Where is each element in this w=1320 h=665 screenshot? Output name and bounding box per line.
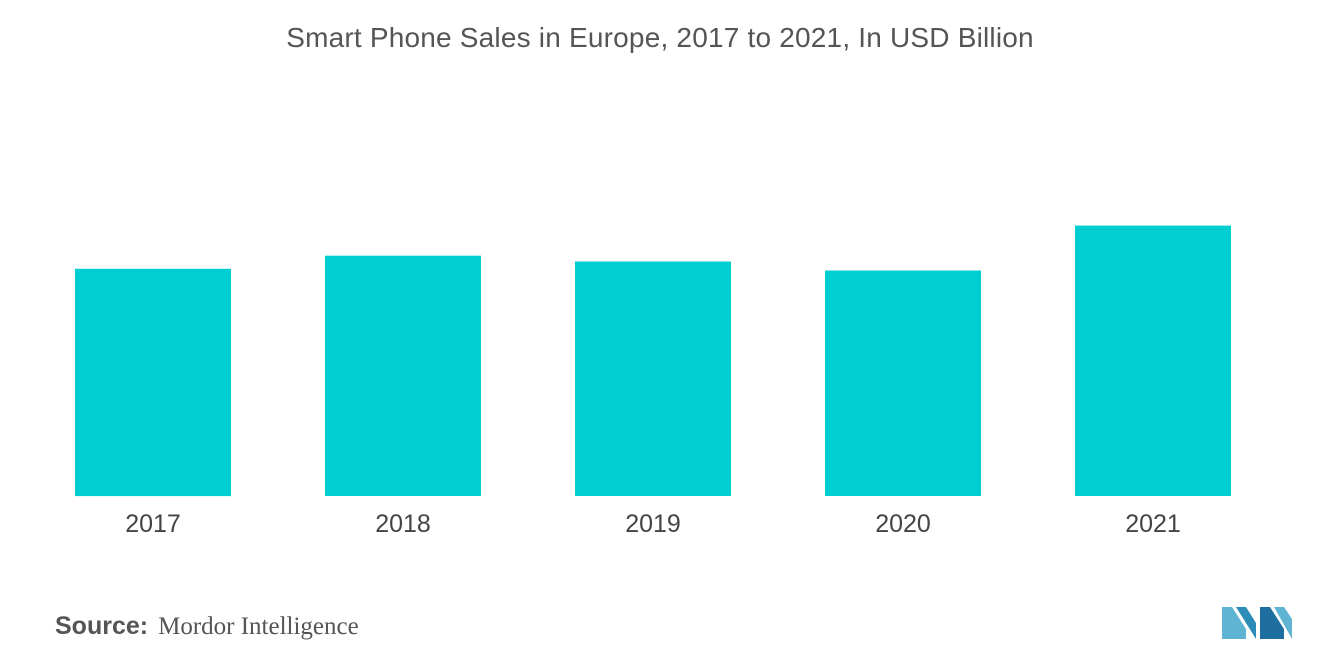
bar-2017 (75, 268, 231, 497)
chart-title: Smart Phone Sales in Europe, 2017 to 202… (286, 22, 1034, 53)
x-tick-label-2019: 2019 (625, 510, 681, 538)
bar-2020 (825, 270, 981, 496)
source-label: Source: (55, 612, 149, 640)
source-note: Source: Mordor Intelligence (55, 612, 359, 641)
logo-shape (1274, 607, 1292, 639)
logo-shape (1236, 607, 1256, 639)
x-tick-label-2021: 2021 (1125, 510, 1181, 538)
x-tick-label-2020: 2020 (875, 510, 931, 538)
bar-2021 (1075, 225, 1231, 496)
x-tick-label-2018: 2018 (375, 510, 431, 538)
bar-chart: 2017 2018 2019 2020 2021 (75, 225, 1231, 538)
x-tick-label-2017: 2017 (125, 510, 181, 538)
x-axis-tick-labels: 2017 2018 2019 2020 2021 (125, 510, 1181, 538)
logo-shape (1260, 607, 1284, 639)
source-value: Mordor Intelligence (158, 613, 359, 640)
logo-shape (1222, 607, 1246, 639)
bars-layer (75, 225, 1231, 497)
bar-2019 (575, 261, 731, 496)
bar-2018 (325, 255, 481, 496)
mordor-intelligence-logo-icon (1222, 607, 1292, 639)
